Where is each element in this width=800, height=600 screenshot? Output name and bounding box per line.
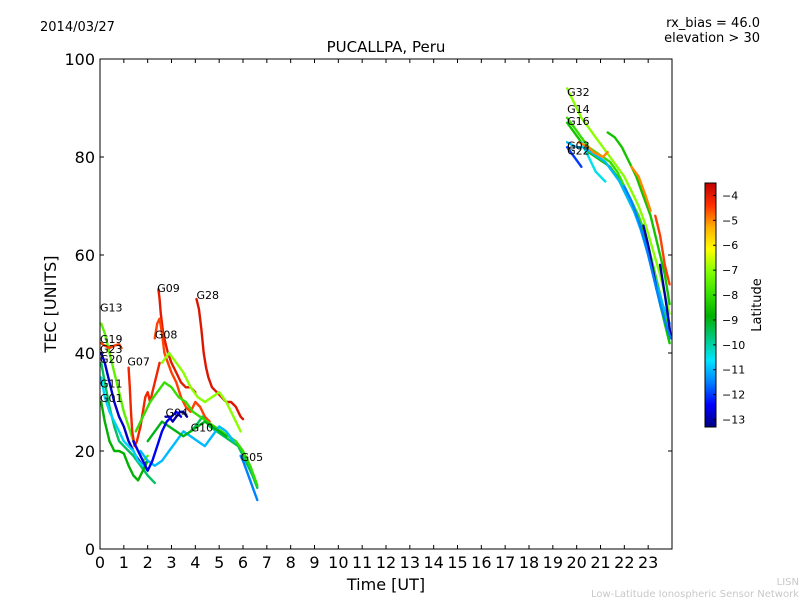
plot-frame	[99, 58, 673, 550]
x-tick-label: 16	[471, 553, 491, 572]
series-layer	[100, 87, 672, 502]
series-line-track-23	[580, 141, 607, 183]
satellite-label-g09: G09	[157, 282, 180, 295]
series-line-g01	[100, 400, 149, 482]
satellite-label-g28: G28	[197, 289, 220, 302]
series-line-g19	[100, 342, 123, 350]
satellite-label-g03: G03	[567, 140, 590, 153]
x-axis-ticks: 0 1 2 3 4 5 6 7 8 9 10 11 12 13 14 15 16 17 18 19 20 21 22 23	[95, 59, 658, 572]
y-axis-label: TEC [UNITS]	[41, 256, 60, 354]
satellite-label-g04: G04	[166, 407, 189, 420]
y-tick-label: 80	[75, 148, 95, 167]
satellite-label-g19: G19	[100, 333, 123, 346]
colorbar	[704, 182, 717, 428]
y-tick-label: 60	[75, 246, 95, 265]
series-line-track-24	[577, 141, 609, 159]
series-line-track-14	[160, 351, 242, 433]
series-line-track-30	[623, 185, 672, 340]
footer-network: Low-Latitude Ionospheric Sensor Network	[591, 589, 799, 600]
satellite-label-g11: G11	[100, 377, 123, 390]
series-line-g28	[195, 297, 245, 421]
colorbar-tick-label: −12	[722, 389, 745, 402]
x-tick-label: 17	[495, 553, 515, 572]
colorbar-label: Latitude	[750, 278, 765, 332]
satellite-label-g14: G14	[567, 103, 590, 116]
x-tick-label: 11	[352, 553, 372, 572]
series-line-g09	[157, 288, 197, 394]
y-axis-ticks: 0 20 40 60 80 100	[64, 50, 672, 559]
date-label: 2014/03/27	[40, 20, 115, 35]
x-tick-label: 9	[309, 553, 319, 572]
x-tick-label: 6	[238, 553, 248, 572]
x-tick-label: 19	[543, 553, 563, 572]
series-line-track-16	[146, 420, 228, 443]
colorbar-tick-label: −13	[722, 414, 745, 427]
y-tick-label: 0	[85, 540, 95, 559]
satellite-label-g23: G23	[100, 343, 123, 356]
series-line-track-26	[630, 165, 652, 213]
y-tick-label: 20	[75, 442, 95, 461]
satellite-label-g05: G05	[241, 451, 264, 464]
x-tick-label: 7	[262, 553, 272, 572]
colorbar-tick-label: −5	[722, 214, 738, 227]
x-tick-label: 1	[119, 553, 129, 572]
satellite-label-g32: G32	[567, 86, 590, 99]
satellite-label-g10: G10	[191, 421, 214, 434]
satellite-label-g07: G07	[127, 355, 150, 368]
satellite-label-g01: G01	[100, 392, 123, 405]
colorbar-tick-label: −4	[722, 189, 738, 202]
series-line-g11	[100, 376, 149, 472]
series-line-g04	[164, 410, 189, 423]
y-tick-label: 100	[64, 50, 95, 69]
series-line-track-27	[654, 214, 671, 286]
x-tick-label: 22	[614, 553, 634, 572]
x-tick-label: 10	[328, 553, 348, 572]
colorbar-tick-label: −7	[722, 264, 738, 277]
footer-lisn: LISN	[777, 577, 799, 588]
y-tick-label: 40	[75, 344, 95, 363]
series-line-g05	[239, 454, 259, 502]
x-tick-label: 8	[286, 553, 296, 572]
series-line-g08	[153, 317, 211, 423]
colorbar-tick-label: −10	[722, 339, 745, 352]
x-tick-label: 15	[447, 553, 467, 572]
x-tick-label: 2	[143, 553, 153, 572]
colorbar-tick-label: −6	[722, 239, 738, 252]
satellite-label-g08: G08	[155, 328, 178, 341]
colorbar-tick-label: −11	[722, 364, 745, 377]
x-tick-label: 14	[423, 553, 443, 572]
satellite-label-g20: G20	[100, 353, 123, 366]
colorbar-ticks: −4 −5 −6 −7 −8 −9 −10 −11 −12 −13	[713, 189, 745, 427]
x-tick-label: 20	[566, 553, 586, 572]
x-axis-label: Time [UT]	[346, 575, 425, 594]
colorbar-tick-label: −8	[722, 289, 738, 302]
x-tick-label: 12	[376, 553, 396, 572]
series-line-g32	[565, 87, 671, 315]
series-line-g07	[127, 361, 161, 448]
elevation-label: elevation > 30	[664, 31, 760, 46]
series-line-track-29	[658, 263, 672, 340]
x-tick-label: 3	[166, 553, 176, 572]
x-tick-label: 5	[214, 553, 224, 572]
chart-title: PUCALLPA, Peru	[327, 38, 446, 56]
series-line-track-17	[132, 410, 183, 472]
x-tick-label: 4	[190, 553, 200, 572]
series-line-g22	[565, 146, 583, 168]
series-line-track-13	[134, 381, 259, 487]
x-tick-label: 21	[590, 553, 610, 572]
series-line-track-25	[606, 131, 671, 306]
x-tick-label: 18	[519, 553, 539, 572]
x-tick-label: 23	[638, 553, 658, 572]
satellite-label-g13: G13	[100, 301, 123, 314]
x-tick-label: 13	[400, 553, 420, 572]
x-tick-label: 0	[95, 553, 105, 572]
satellite-label-g22: G22	[567, 145, 590, 158]
rx-bias-label: rx_bias = 46.0	[666, 16, 760, 31]
satellite-label-g16: G16	[567, 115, 590, 128]
colorbar-tick-label: −9	[722, 314, 738, 327]
